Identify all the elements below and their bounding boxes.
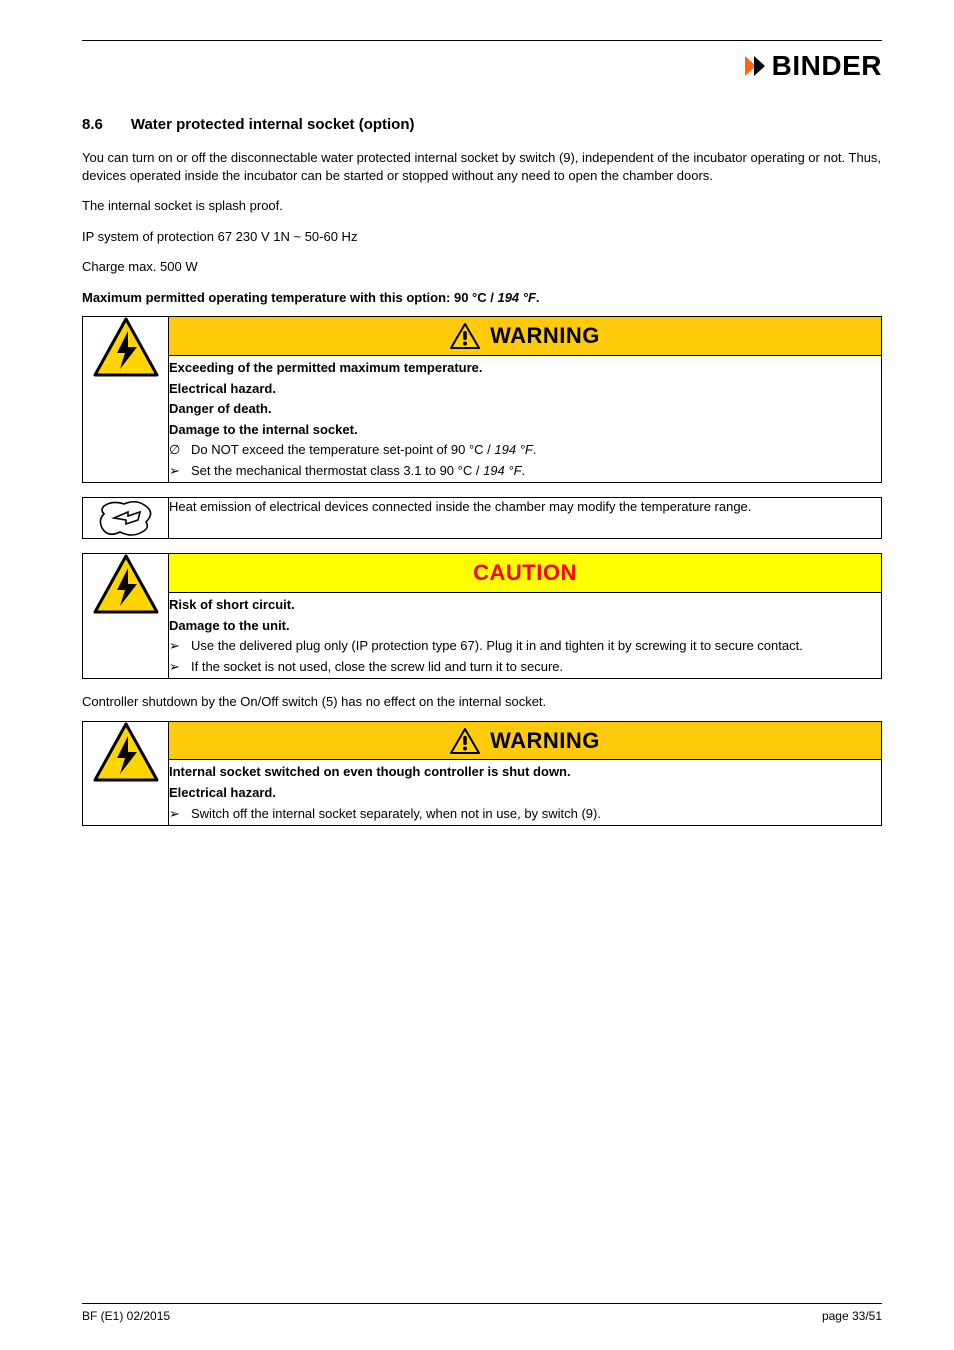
logo-chevron-icon — [742, 52, 768, 80]
hazard-icon-cell — [83, 721, 169, 825]
hazard-icon-cell — [83, 554, 169, 679]
caution-body: Risk of short circuit. Damage to the uni… — [169, 592, 882, 678]
electrical-hazard-icon — [91, 722, 161, 784]
text-line: IP system of protection 67 230 V 1N ~ 50… — [82, 228, 882, 246]
warning-body: Exceeding of the permitted maximum tempe… — [169, 356, 882, 483]
electrical-hazard-icon — [91, 317, 161, 379]
intro-paragraph: You can turn on or off the disconnectabl… — [82, 149, 882, 184]
section-heading: 8.6 Water protected internal socket (opt… — [82, 115, 882, 135]
warning-body: Internal socket switched on even though … — [169, 760, 882, 826]
bullet-item: ➢ Use the delivered plug only (IP protec… — [169, 637, 881, 655]
text-line: Charge max. 500 W — [82, 258, 882, 276]
page-footer: BF (E1) 02/2015 page 33/51 — [82, 1303, 882, 1324]
hazard-icon-cell — [83, 317, 169, 483]
text-line: Controller shutdown by the On/Off switch… — [82, 693, 882, 711]
electrical-hazard-icon — [91, 554, 161, 616]
caution-box: CAUTION Risk of short circuit. Damage to… — [82, 553, 882, 679]
text-line: The internal socket is splash proof. — [82, 197, 882, 215]
warning-banner: WARNING — [169, 317, 881, 355]
bullet-item: ∅ Do NOT exceed the temperature set-poin… — [169, 441, 881, 459]
hand-point-icon — [98, 498, 154, 538]
heading-number: 8.6 — [82, 115, 103, 135]
banner-text: CAUTION — [473, 558, 577, 588]
caution-banner: CAUTION — [169, 554, 881, 592]
logo-text: BINDER — [772, 47, 882, 85]
text-line-bold: Maximum permitted operating temperature … — [82, 289, 882, 307]
footer-right: page 33/51 — [822, 1308, 882, 1324]
note-box: Heat emission of electrical devices conn… — [82, 497, 882, 539]
footer-left: BF (E1) 02/2015 — [82, 1308, 170, 1324]
note-text: Heat emission of electrical devices conn… — [169, 498, 882, 539]
banner-text: WARNING — [490, 321, 600, 351]
heading-title: Water protected internal socket (option) — [131, 115, 415, 135]
bullet-item: ➢ If the socket is not used, close the s… — [169, 658, 881, 676]
warning-triangle-icon — [450, 728, 480, 754]
warning-triangle-icon — [450, 323, 480, 349]
banner-text: WARNING — [490, 726, 600, 756]
logo: BINDER — [82, 47, 882, 85]
bullet-item: ➢ Set the mechanical thermostat class 3.… — [169, 462, 881, 480]
note-icon-cell — [83, 498, 169, 539]
warning-box: WARNING Internal socket switched on even… — [82, 721, 882, 826]
bullet-item: ➢ Switch off the internal socket separat… — [169, 805, 881, 823]
warning-box: WARNING Exceeding of the permitted maxim… — [82, 316, 882, 483]
warning-banner: WARNING — [169, 722, 881, 760]
